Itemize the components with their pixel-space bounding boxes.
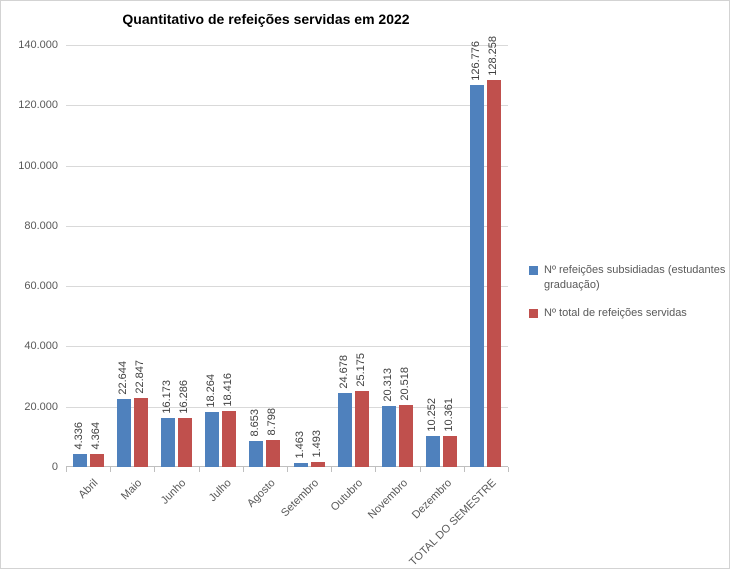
bar-value-label: 10.252 [426, 398, 438, 432]
x-axis-tick [375, 467, 376, 472]
bar-value-label: 22.644 [117, 361, 129, 395]
x-axis-tick [508, 467, 509, 472]
bar [161, 418, 175, 467]
bar [487, 80, 501, 467]
legend-entry: Nº refeições subsidiadas (estudantes gra… [529, 263, 727, 293]
bar [355, 391, 369, 467]
gridline [66, 225, 508, 227]
bar [338, 393, 352, 467]
bar-value-label: 1.493 [311, 430, 323, 458]
bar [222, 411, 236, 467]
bar [426, 436, 440, 467]
bar-value-label: 20.518 [399, 367, 411, 401]
bar [90, 454, 104, 467]
bar-value-label: 128.258 [487, 36, 499, 76]
x-axis-label: Agosto [244, 477, 278, 510]
gridline [66, 286, 508, 288]
bar [399, 405, 413, 467]
x-axis-tick [287, 467, 288, 472]
x-axis-tick [243, 467, 244, 472]
y-axis-label: 100.000 [18, 159, 58, 172]
bar [178, 418, 192, 467]
bar [294, 463, 308, 467]
x-axis-tick [199, 467, 200, 472]
x-axis-label: Junho [158, 477, 189, 507]
x-axis-label: Maio [119, 477, 145, 503]
bar-value-label: 18.264 [205, 374, 217, 408]
bar-value-label: 8.653 [249, 409, 261, 437]
plot-area: 4.336 4.364 Abril 22.644 22.847 Maio 16.173 16.… [66, 36, 509, 568]
bar-value-label: 126.776 [470, 41, 482, 81]
legend-label-series-1: Nº total de refeições servidas [544, 307, 687, 319]
gridline [66, 406, 508, 408]
chart-title: Quantitativo de refeições servidas em 20… [122, 11, 410, 27]
bar [311, 462, 325, 467]
x-axis-label: Julho [206, 477, 234, 505]
x-axis-label: Setembro [279, 477, 322, 520]
x-axis-tick [66, 467, 67, 472]
bar-value-label: 16.286 [178, 380, 190, 414]
bar-value-label: 8.798 [266, 408, 278, 436]
bar-value-label: 25.175 [355, 353, 367, 387]
x-axis-label: TOTAL DO SEMESTRE [407, 477, 499, 569]
y-axis-label: 40.000 [24, 340, 58, 353]
x-axis-tick [331, 467, 332, 472]
gridline [66, 45, 508, 46]
y-axis-label: 20.000 [24, 400, 58, 413]
bar [205, 412, 219, 467]
bar-value-label: 1.463 [294, 431, 306, 459]
y-axis-label: 80.000 [24, 219, 58, 232]
bar [134, 398, 148, 467]
y-axis-label: 140.000 [18, 39, 58, 51]
x-axis-label: Abril [76, 477, 101, 502]
bar [249, 441, 263, 467]
bar-value-label: 24.678 [338, 355, 350, 389]
bar [443, 436, 457, 467]
gridline [66, 346, 508, 348]
legend-marker-series-1 [529, 309, 538, 318]
bar [382, 406, 396, 467]
x-axis-tick [154, 467, 155, 472]
gridline [66, 105, 508, 107]
bar-value-label: 18.416 [222, 373, 234, 407]
bar [266, 440, 280, 467]
bar-value-label: 4.336 [73, 422, 85, 450]
bar-value-label: 4.364 [90, 422, 102, 450]
bar [117, 399, 131, 467]
legend-label-series-0: Nº refeições subsidiadas (estudantes gra… [544, 264, 726, 291]
y-axis: 0 20.000 40.000 60.000 80.000 100.000 120.000 1… [1, 39, 58, 473]
x-axis-label: Outubro [328, 477, 366, 514]
y-axis-label: 0 [51, 461, 58, 473]
bar [73, 454, 87, 467]
x-axis-tick [110, 467, 111, 472]
x-axis-tick [420, 467, 421, 472]
y-axis-label: 60.000 [24, 280, 58, 293]
gridline [66, 165, 508, 167]
legend-entry: Nº total de refeições servidas [529, 306, 727, 321]
bar-value-label: 10.361 [443, 398, 455, 432]
legend: Nº refeições subsidiadas (estudantes gra… [529, 263, 727, 334]
bar-value-label: 20.313 [382, 368, 394, 402]
bar-value-label: 22.847 [134, 360, 146, 394]
legend-marker-series-0 [529, 266, 538, 275]
x-axis-label: Dezembro [410, 477, 455, 522]
x-axis-label: Novembro [366, 477, 411, 522]
x-axis-line [66, 466, 508, 467]
bar [470, 85, 484, 467]
x-axis-tick [464, 467, 465, 472]
bar-value-label: 16.173 [161, 380, 173, 414]
y-axis-label: 120.000 [18, 99, 58, 112]
